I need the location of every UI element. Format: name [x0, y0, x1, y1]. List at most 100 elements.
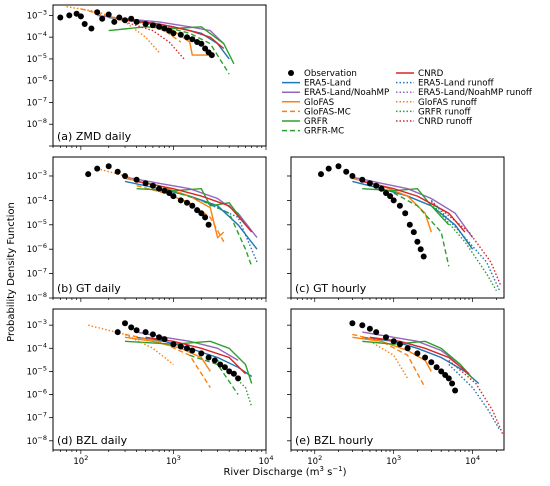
- observation-points: [85, 163, 212, 228]
- observation-point: [387, 193, 394, 200]
- legend-item: Observation: [288, 69, 357, 79]
- observation-point: [189, 202, 196, 209]
- observation-point: [414, 238, 421, 245]
- observation-point: [202, 45, 209, 52]
- observation-point: [156, 334, 163, 341]
- series-cnrd-runoff: [124, 21, 185, 60]
- legend-item: ERA5-Land: [282, 79, 351, 89]
- x-tick-label: 104: [465, 454, 480, 467]
- observation-point: [66, 12, 73, 19]
- observation-point: [81, 21, 88, 27]
- observation-point: [349, 320, 356, 327]
- series-cnrd: [136, 180, 253, 233]
- observation-point: [221, 364, 228, 371]
- observation-point: [208, 52, 215, 59]
- legend-item: ERA5-Land runoff: [396, 79, 495, 89]
- panel-label: (a) ZMD daily: [57, 130, 132, 143]
- observation-point: [445, 375, 452, 382]
- series-era5-land-noahmp: [362, 331, 461, 366]
- series-era5-land: [352, 180, 474, 250]
- observation-point: [452, 387, 459, 394]
- observation-point: [359, 176, 366, 183]
- legend-marker: [288, 70, 294, 76]
- y-tick-label: 10−4: [27, 30, 47, 43]
- observation-point: [184, 345, 190, 352]
- y-tick-label: 10−8: [27, 291, 47, 304]
- series-era5-land-runoff: [430, 199, 501, 291]
- panel-frame: [290, 156, 505, 299]
- observation-point: [396, 341, 403, 348]
- observation-point: [396, 202, 403, 209]
- y-tick-label: 10−3: [27, 318, 47, 331]
- legend-item: GRFR runoff: [396, 107, 471, 117]
- observation-point: [116, 14, 123, 21]
- series-glofas: [124, 177, 225, 239]
- observation-point: [149, 331, 156, 338]
- observation-point: [122, 173, 128, 179]
- observation-point: [428, 359, 435, 366]
- panel-frame: [52, 156, 267, 299]
- panel-3: (c) GT hourly: [287, 156, 505, 302]
- legend-label: ERA5-Land/NoahMP: [304, 88, 389, 98]
- observation-point: [202, 214, 209, 221]
- series-grfr-runoff: [430, 202, 498, 292]
- observation-point: [318, 171, 324, 178]
- observation-point: [420, 253, 427, 260]
- x-axis-label: River Discharge (m3 s−1): [223, 465, 346, 478]
- legend: ObservationERA5-LandERA5-Land/NoahMPGloF…: [282, 69, 533, 137]
- observation-point: [105, 163, 112, 170]
- legend-item: GloFAS-MC: [282, 107, 351, 117]
- observation-point: [161, 336, 168, 343]
- observation-point: [156, 23, 163, 30]
- observation-point: [349, 173, 356, 179]
- series-glofas-mc: [124, 333, 211, 388]
- observation-point: [156, 185, 163, 192]
- observation-point: [194, 207, 201, 214]
- legend-label: Observation: [304, 69, 357, 79]
- observation-point: [217, 361, 224, 368]
- x-tick-label: 102: [307, 454, 322, 467]
- legend-item: CNRD: [396, 69, 444, 79]
- legend-item: CNRD runoff: [396, 117, 473, 127]
- observation-point: [88, 25, 95, 32]
- series-glofas-runoff: [369, 340, 409, 379]
- y-tick-label: 10−8: [27, 117, 47, 130]
- legend-label: GRFR-MC: [304, 127, 344, 137]
- observation-point: [166, 190, 173, 196]
- observation-point: [177, 343, 184, 350]
- y-tick-label: 10−5: [27, 218, 47, 231]
- series-grfr-mc: [393, 192, 450, 267]
- observation-points: [349, 320, 459, 394]
- observation-point: [343, 168, 350, 175]
- x-tick-label: 102: [73, 454, 88, 467]
- observation-point: [114, 329, 121, 336]
- observation-point: [94, 165, 101, 172]
- series-grfr-runoff: [217, 359, 253, 407]
- observation-point: [149, 22, 156, 29]
- observation-points: [114, 320, 242, 382]
- observation-point: [170, 30, 177, 37]
- y-axis-label: Probability Density Function: [6, 202, 17, 342]
- series-glofas-mc: [136, 185, 225, 243]
- observation-point: [198, 210, 205, 217]
- observation-point: [149, 182, 156, 189]
- legend-item: GloFAS: [282, 98, 335, 108]
- series-cnrd: [369, 336, 470, 375]
- legend-item: GloFAS runoff: [396, 98, 478, 108]
- observation-point: [406, 221, 413, 228]
- legend-label: GloFAS: [304, 98, 335, 108]
- y-tick-label: 10−4: [27, 193, 47, 206]
- y-tick-label: 10−7: [27, 411, 47, 424]
- observation-point: [402, 210, 409, 217]
- panel-2: 10−8 10−7 10−6 10−5 10−4 10−3 (b) GT daily: [27, 156, 267, 304]
- legend-item: GRFR-MC: [282, 127, 344, 137]
- y-tick-label: 10−3: [27, 169, 47, 182]
- series-era5-land-runoff: [448, 363, 501, 431]
- legend-label: GRFR: [304, 117, 328, 127]
- observation-point: [359, 322, 366, 329]
- y-tick-label: 10−6: [27, 242, 47, 255]
- observation-point: [142, 329, 149, 336]
- observation-point: [170, 341, 177, 348]
- series-glofas-runoff: [88, 324, 174, 366]
- panel-5: 102 103 104 (e) BZL hourly: [287, 308, 505, 467]
